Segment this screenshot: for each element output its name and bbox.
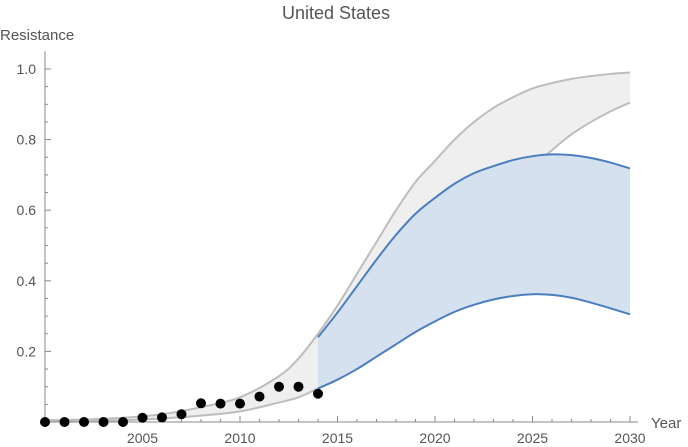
data-point bbox=[118, 417, 128, 427]
data-point bbox=[79, 417, 89, 427]
x-tick-label: 2025 bbox=[517, 430, 548, 446]
data-point bbox=[98, 417, 109, 427]
data-point bbox=[137, 412, 148, 423]
data-point bbox=[254, 391, 265, 402]
data-point bbox=[215, 398, 226, 409]
data-point bbox=[196, 398, 206, 409]
x-tick-label: 2020 bbox=[419, 430, 450, 446]
x-tick-label: 2015 bbox=[322, 430, 353, 446]
data-point bbox=[176, 409, 187, 420]
data-point bbox=[274, 381, 284, 392]
points bbox=[40, 381, 323, 427]
y-tick-label: 0.2 bbox=[17, 343, 37, 359]
blue-band-lower-line bbox=[317, 293, 631, 390]
gray-band-area bbox=[45, 72, 630, 422]
data-point bbox=[293, 381, 304, 392]
blue-band-upper-line bbox=[317, 153, 631, 338]
y-tick-label: 0.8 bbox=[17, 132, 37, 148]
chart-title: United States bbox=[282, 3, 390, 23]
data-point bbox=[235, 398, 245, 409]
data-point bbox=[313, 388, 323, 399]
y-axis-title: Resistance bbox=[0, 27, 74, 44]
y-tick-label: 1.0 bbox=[17, 61, 37, 77]
y-tick-label: 0.4 bbox=[17, 273, 37, 289]
bands bbox=[44, 71, 631, 423]
x-axis-title: Year bbox=[651, 415, 681, 432]
y-tick-label: 0.6 bbox=[17, 202, 37, 218]
x-tick-label: 2030 bbox=[614, 430, 645, 446]
x-tick-label: 2005 bbox=[127, 430, 158, 446]
data-point bbox=[157, 412, 167, 423]
data-point bbox=[40, 417, 50, 427]
x-tick-label: 2010 bbox=[224, 430, 255, 446]
data-point bbox=[59, 417, 70, 427]
blue-band-area bbox=[318, 154, 630, 389]
